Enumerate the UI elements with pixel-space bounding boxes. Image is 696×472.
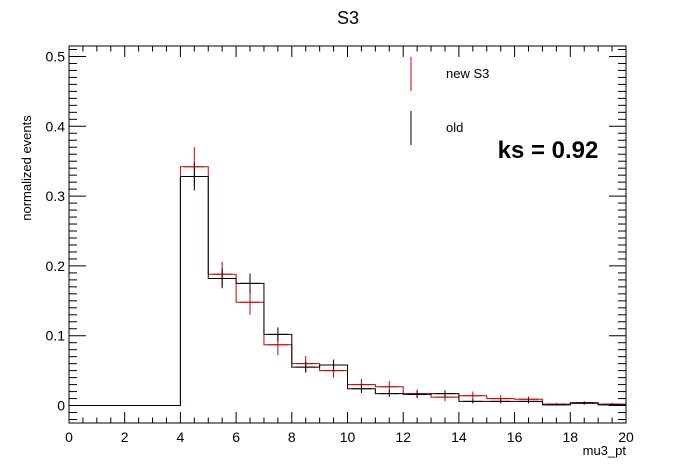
- error-bar: [463, 391, 483, 400]
- y-tick-label: 0.1: [46, 328, 66, 344]
- ticks: 0 2 4 6 8 10 12 14 16 18 20 0 0.1 0.2 0.3 0.4 0.5: [46, 46, 634, 445]
- y-tick-label: 0: [57, 398, 65, 414]
- error-bar: [184, 162, 205, 191]
- y-tick-label: 0.4: [46, 118, 66, 134]
- x-tick-label: 16: [507, 429, 523, 445]
- error-bar: [518, 399, 539, 404]
- error-bar: [379, 390, 400, 398]
- x-tick-label: 6: [232, 429, 240, 445]
- error-bar: [574, 401, 594, 405]
- ks-annotation: ks = 0.92: [498, 137, 599, 164]
- x-tick-label: 14: [451, 429, 467, 445]
- x-tick-label: 4: [177, 429, 185, 445]
- histogram-line: [69, 176, 626, 407]
- y-axis-title: normalized events: [19, 115, 34, 221]
- series-layer: [69, 147, 626, 407]
- y-tick-label: 0.2: [46, 258, 66, 274]
- x-tick-label: 0: [65, 429, 73, 445]
- error-bar: [490, 399, 511, 404]
- x-tick-label: 20: [618, 429, 634, 445]
- histogram-line: [69, 166, 626, 407]
- legend: new S3 old: [410, 57, 489, 145]
- error-bar: [295, 361, 316, 373]
- x-tick-label: 18: [563, 429, 579, 445]
- x-tick-label: 12: [395, 429, 411, 445]
- series-old: [69, 162, 626, 407]
- x-tick-label: 2: [121, 429, 129, 445]
- error-bar: [212, 268, 232, 289]
- error-bar: [240, 273, 260, 294]
- error-bar: [435, 390, 455, 398]
- error-bar: [268, 327, 288, 342]
- legend-label-new-s3: new S3: [446, 66, 489, 81]
- error-bar: [546, 404, 567, 406]
- x-tick-label: 10: [340, 429, 356, 445]
- x-axis-title: mu3_pt: [583, 443, 627, 458]
- error-bar: [407, 390, 427, 398]
- y-tick-label: 0.3: [46, 188, 66, 204]
- error-bar: [240, 289, 260, 315]
- y-tick-label: 0.5: [46, 48, 66, 64]
- error-bar: [323, 359, 344, 371]
- legend-label-old: old: [446, 120, 463, 135]
- x-tick-label: 8: [288, 429, 296, 445]
- error-bar: [351, 384, 372, 393]
- error-bar: [463, 399, 483, 404]
- chart-title: S3: [337, 8, 359, 28]
